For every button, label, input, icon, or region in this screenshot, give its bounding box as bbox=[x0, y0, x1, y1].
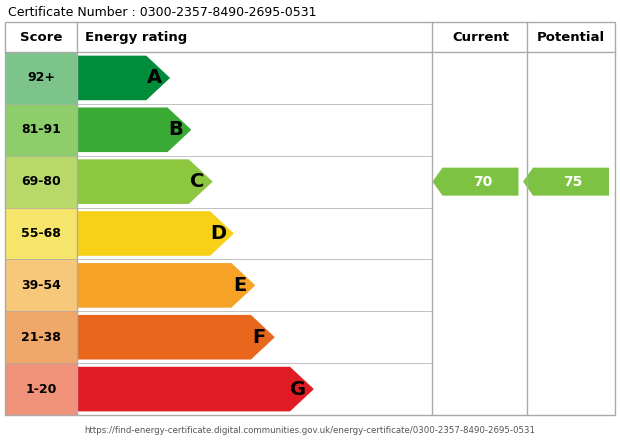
Bar bbox=[434, 363, 527, 415]
Text: https://find-energy-certificate.digital.communities.gov.uk/energy-certificate/03: https://find-energy-certificate.digital.… bbox=[84, 425, 536, 435]
Bar bbox=[5, 363, 77, 415]
Text: 81-91: 81-91 bbox=[21, 123, 61, 136]
Bar bbox=[5, 156, 77, 208]
Polygon shape bbox=[523, 168, 609, 196]
Text: Score: Score bbox=[20, 30, 62, 44]
Bar bbox=[527, 52, 615, 104]
Bar bbox=[5, 22, 615, 415]
Text: Energy rating: Energy rating bbox=[85, 30, 187, 44]
Text: Certificate Number : 0300-2357-8490-2695-0531: Certificate Number : 0300-2357-8490-2695… bbox=[8, 6, 316, 18]
Bar bbox=[527, 311, 615, 363]
Text: 1-20: 1-20 bbox=[25, 382, 56, 396]
Bar bbox=[527, 260, 615, 311]
Text: 75: 75 bbox=[564, 175, 583, 189]
Text: 70: 70 bbox=[473, 175, 492, 189]
Bar bbox=[527, 156, 615, 208]
Bar bbox=[434, 52, 527, 104]
Bar bbox=[434, 104, 527, 156]
Bar bbox=[5, 52, 77, 104]
Bar bbox=[527, 208, 615, 260]
Text: 69-80: 69-80 bbox=[21, 175, 61, 188]
Bar bbox=[5, 208, 77, 260]
Text: B: B bbox=[169, 120, 184, 139]
Polygon shape bbox=[77, 367, 314, 411]
Text: A: A bbox=[147, 69, 162, 88]
Text: C: C bbox=[190, 172, 205, 191]
Bar bbox=[5, 311, 77, 363]
Polygon shape bbox=[77, 263, 255, 308]
Bar bbox=[434, 260, 527, 311]
Text: Current: Current bbox=[452, 30, 509, 44]
Polygon shape bbox=[433, 168, 518, 196]
Text: E: E bbox=[233, 276, 246, 295]
Bar bbox=[527, 363, 615, 415]
Text: Potential: Potential bbox=[537, 30, 605, 44]
Bar bbox=[5, 22, 615, 52]
Polygon shape bbox=[77, 159, 213, 204]
Text: D: D bbox=[210, 224, 226, 243]
Bar bbox=[5, 260, 77, 311]
Bar bbox=[527, 104, 615, 156]
Polygon shape bbox=[77, 315, 275, 359]
Bar bbox=[434, 208, 527, 260]
Polygon shape bbox=[77, 107, 192, 152]
Polygon shape bbox=[77, 55, 170, 100]
Text: 39-54: 39-54 bbox=[21, 279, 61, 292]
Text: 92+: 92+ bbox=[27, 71, 55, 84]
Text: G: G bbox=[290, 380, 306, 399]
Bar bbox=[434, 156, 527, 208]
Bar bbox=[434, 311, 527, 363]
Text: F: F bbox=[253, 328, 266, 347]
Text: 55-68: 55-68 bbox=[21, 227, 61, 240]
Polygon shape bbox=[77, 211, 234, 256]
Bar bbox=[5, 104, 77, 156]
Text: 21-38: 21-38 bbox=[21, 331, 61, 344]
